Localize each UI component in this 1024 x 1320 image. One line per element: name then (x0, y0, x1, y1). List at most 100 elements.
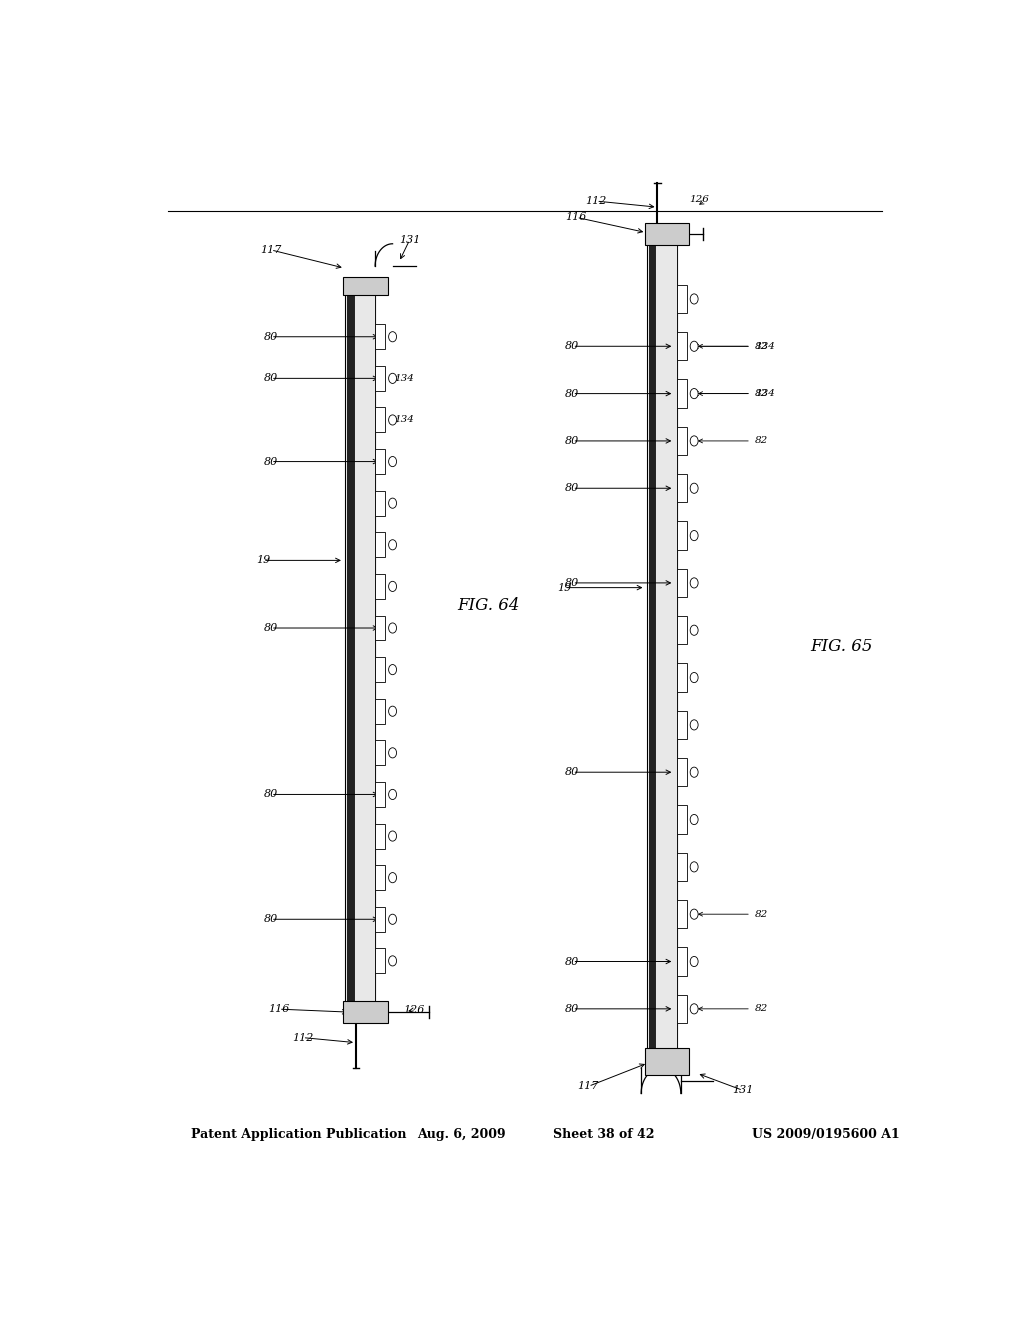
Circle shape (690, 719, 698, 730)
Text: 19: 19 (557, 582, 571, 593)
Circle shape (690, 1003, 698, 1014)
Text: 82: 82 (755, 909, 768, 919)
Bar (677, 758, 687, 787)
Bar (375, 948, 385, 973)
Circle shape (690, 626, 698, 635)
Bar (677, 521, 687, 549)
Bar (343, 1001, 388, 1023)
Circle shape (389, 873, 396, 883)
Text: Aug. 6, 2009: Aug. 6, 2009 (417, 1127, 506, 1140)
Bar (677, 853, 687, 880)
Bar (645, 223, 689, 246)
Circle shape (690, 341, 698, 351)
Bar (677, 710, 687, 739)
Circle shape (690, 578, 698, 587)
Circle shape (690, 531, 698, 541)
Text: 134: 134 (394, 416, 414, 425)
Text: 80: 80 (565, 388, 580, 399)
Circle shape (690, 672, 698, 682)
Text: 112: 112 (292, 1032, 313, 1043)
Text: 131: 131 (399, 235, 421, 244)
Bar (343, 277, 388, 294)
Bar (375, 449, 385, 474)
Circle shape (690, 814, 698, 825)
Text: 112: 112 (586, 197, 607, 206)
Circle shape (690, 909, 698, 919)
Bar (347, 280, 353, 1018)
Circle shape (690, 388, 698, 399)
Circle shape (690, 436, 698, 446)
Bar (677, 616, 687, 644)
Bar (677, 474, 687, 503)
Text: 134: 134 (755, 342, 775, 351)
Circle shape (389, 789, 396, 800)
Text: 80: 80 (264, 915, 278, 924)
Text: 134: 134 (755, 389, 775, 399)
Circle shape (389, 414, 396, 425)
Bar (375, 907, 385, 932)
Text: 80: 80 (565, 483, 580, 494)
Circle shape (389, 374, 396, 383)
Bar (375, 325, 385, 350)
Text: US 2009/0195600 A1: US 2009/0195600 A1 (753, 1127, 900, 1140)
Bar (677, 569, 687, 597)
Text: 82: 82 (755, 342, 768, 351)
Circle shape (389, 331, 396, 342)
Circle shape (389, 581, 396, 591)
Bar (375, 408, 385, 433)
Bar (677, 995, 687, 1023)
Circle shape (389, 706, 396, 717)
Bar (649, 240, 655, 1068)
Text: 80: 80 (264, 789, 278, 800)
Bar (375, 698, 385, 723)
Text: 126: 126 (403, 1005, 424, 1015)
Circle shape (690, 957, 698, 966)
Bar (375, 574, 385, 599)
Text: 117: 117 (578, 1081, 599, 1092)
Bar (375, 615, 385, 640)
Bar (677, 664, 687, 692)
Bar (645, 1048, 689, 1076)
Bar (677, 805, 687, 834)
Text: 80: 80 (565, 767, 580, 777)
Text: 82: 82 (755, 1005, 768, 1014)
Text: 80: 80 (565, 957, 580, 966)
Circle shape (389, 915, 396, 924)
Bar (375, 781, 385, 807)
Text: 116: 116 (565, 213, 587, 222)
Bar (677, 285, 687, 313)
Bar (677, 426, 687, 455)
Text: 80: 80 (565, 578, 580, 587)
Text: Patent Application Publication: Patent Application Publication (191, 1127, 407, 1140)
Bar (375, 491, 385, 516)
Text: FIG. 64: FIG. 64 (458, 597, 520, 614)
Circle shape (389, 498, 396, 508)
Circle shape (389, 457, 396, 467)
Text: 117: 117 (260, 246, 282, 255)
Circle shape (389, 664, 396, 675)
Circle shape (690, 767, 698, 777)
Circle shape (690, 483, 698, 494)
Text: 80: 80 (565, 342, 580, 351)
Circle shape (389, 832, 396, 841)
Text: 80: 80 (264, 623, 278, 634)
Text: 80: 80 (264, 374, 278, 383)
Bar (375, 657, 385, 682)
Bar (375, 865, 385, 890)
Bar (353, 280, 375, 1018)
Circle shape (389, 540, 396, 550)
Bar (375, 532, 385, 557)
Bar (677, 948, 687, 975)
Bar (677, 333, 687, 360)
Text: 80: 80 (565, 436, 580, 446)
Bar (655, 240, 677, 1068)
Text: 82: 82 (755, 437, 768, 445)
Text: Sheet 38 of 42: Sheet 38 of 42 (553, 1127, 655, 1140)
Circle shape (389, 956, 396, 966)
Text: 19: 19 (256, 556, 270, 565)
Bar (375, 366, 385, 391)
Bar (677, 379, 687, 408)
Text: 131: 131 (732, 1085, 754, 1096)
Text: 80: 80 (565, 1003, 580, 1014)
Circle shape (690, 294, 698, 304)
